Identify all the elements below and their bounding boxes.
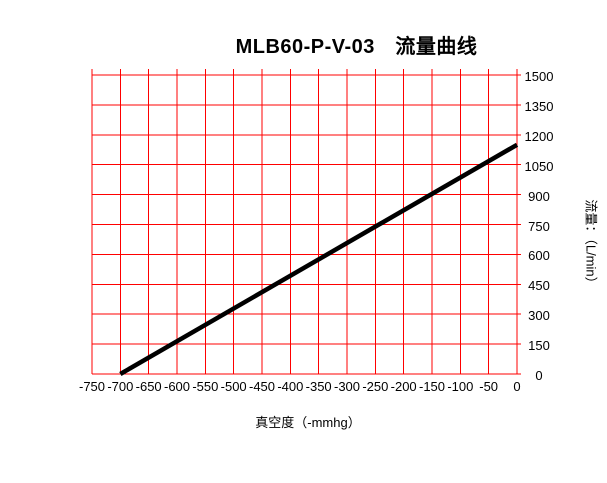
y-tick-label: 1500 xyxy=(524,69,554,84)
y-tick-label: 1050 xyxy=(524,158,554,174)
x-tick-label: -750 xyxy=(78,379,106,394)
y-tick-label: 750 xyxy=(528,218,550,234)
y-tick-label: 0 xyxy=(535,368,543,383)
grid-lines xyxy=(91,69,521,375)
x-tick-label: -100 xyxy=(447,379,474,394)
x-axis-title: 真空度（-mmhg） xyxy=(255,415,361,430)
series-流量曲线 xyxy=(119,142,519,376)
chart-title: MLB60-P-V-03 流量曲线 xyxy=(235,36,478,58)
x-tick-label: -400 xyxy=(277,379,304,394)
x-tick-label: -350 xyxy=(305,379,332,394)
x-tick-label: 0 xyxy=(513,379,521,394)
y-tick-label: 300 xyxy=(528,308,550,324)
x-tick-label: -150 xyxy=(418,379,446,394)
x-tick-label: -550 xyxy=(192,379,219,394)
x-tick-label: -650 xyxy=(135,379,162,394)
x-tick-label: -450 xyxy=(248,379,276,394)
y-tick-label: 450 xyxy=(528,278,550,294)
flow-curve-line xyxy=(119,142,519,376)
x-tick-label: -500 xyxy=(220,379,247,394)
y-tick-label: 1350 xyxy=(524,98,554,114)
y-tick-label: 1200 xyxy=(524,128,554,144)
y-tick-label: 150 xyxy=(528,338,550,354)
x-tick-label: -250 xyxy=(362,379,389,394)
y-tick-label: 900 xyxy=(528,188,550,204)
y-tick-label: 600 xyxy=(528,248,550,264)
y-axis-title: 流量：（L/min） xyxy=(583,199,599,290)
x-tick-label: -50 xyxy=(479,379,499,394)
x-tick-label: -700 xyxy=(107,379,134,394)
x-tick-label: -300 xyxy=(333,379,361,394)
x-tick-label: -600 xyxy=(163,379,191,394)
x-tick-label: -200 xyxy=(390,379,417,394)
